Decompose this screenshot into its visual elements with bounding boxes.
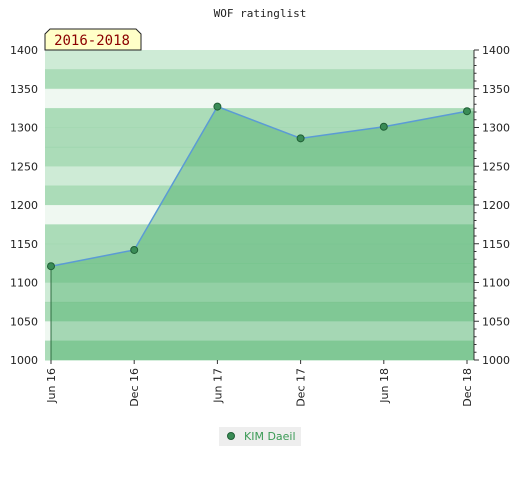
y-axis-left: 1000 1050 1100 1150 1200 1250 1300 1350 1400 [10, 44, 38, 367]
marker-layer [47, 102, 471, 271]
data-point [130, 245, 139, 254]
y-tick-label-left: 1300 [10, 122, 38, 135]
y-tick-label-left: 1100 [10, 277, 38, 290]
data-point [463, 107, 471, 116]
y-tick-label-right: 1150 [482, 238, 510, 251]
y-tick-label-right: 1000 [482, 354, 510, 367]
y-tick-label-right: 1050 [482, 315, 510, 328]
grid-band [45, 340, 474, 361]
y-tick-label-left: 1400 [10, 44, 38, 57]
y-tick-label-right: 1400 [482, 44, 510, 57]
legend: KIM Daeil [219, 427, 301, 446]
grid-band [45, 301, 474, 322]
x-tick-label: Jun 16 [45, 368, 58, 404]
period-badge-shape [44, 28, 142, 51]
data-point [379, 122, 388, 131]
grid-band [45, 185, 474, 206]
y-tick-label-right: 1250 [482, 160, 510, 173]
legend-marker [227, 432, 235, 440]
y-tick-label-right: 1200 [482, 199, 510, 212]
grid-band [45, 282, 474, 303]
grid-band [45, 321, 474, 342]
grid-band [45, 108, 474, 128]
period-badge: 2016-2018 [44, 28, 142, 51]
period-label: 2016-2018 [54, 33, 130, 49]
x-tick-label: Jun 18 [378, 368, 391, 404]
grid-band [45, 50, 474, 70]
grid-band [45, 127, 474, 148]
x-tick-label: Dec 17 [295, 368, 308, 407]
y-tick-label-right: 1100 [482, 277, 510, 290]
y-tick-label-left: 1250 [10, 160, 38, 173]
legend-label: KIM Daeil [244, 430, 296, 443]
data-point [296, 134, 305, 143]
grid-band [45, 224, 474, 245]
background-bands [45, 50, 474, 361]
y-tick-label-left: 1050 [10, 315, 38, 328]
grid-band [45, 88, 474, 109]
legend-box [219, 427, 301, 446]
y-tick-label-left: 1350 [10, 83, 38, 96]
series-area [51, 106, 474, 360]
grid-band [45, 146, 474, 167]
y-tick-label-right: 1350 [482, 83, 510, 96]
series-line [50, 105, 468, 267]
area-layer [51, 106, 474, 360]
grid-band [45, 166, 474, 187]
y-axis-right: 1000 1050 1100 1150 1200 1250 1300 1350 1400 [473, 44, 510, 367]
x-tick-label: Dec 18 [461, 368, 474, 407]
y-tick-label-right: 1300 [482, 122, 510, 135]
chart-title: WOF ratinglist [214, 7, 307, 20]
y-tick-label-left: 1200 [10, 199, 38, 212]
data-point [213, 102, 222, 111]
grid-band [45, 243, 474, 264]
x-axis: Jun 16 Dec 16 Jun 17 Dec 17 Jun 18 Dec 18 [45, 360, 474, 407]
grid-band [45, 69, 474, 90]
y-tick-label-left: 1000 [10, 354, 38, 367]
x-tick-label: Dec 16 [128, 368, 141, 407]
grid-band [45, 263, 474, 283]
data-point [47, 262, 55, 271]
line-layer [50, 105, 468, 360]
x-tick-label: Jun 17 [211, 368, 224, 404]
y-tick-label-left: 1150 [10, 238, 38, 251]
